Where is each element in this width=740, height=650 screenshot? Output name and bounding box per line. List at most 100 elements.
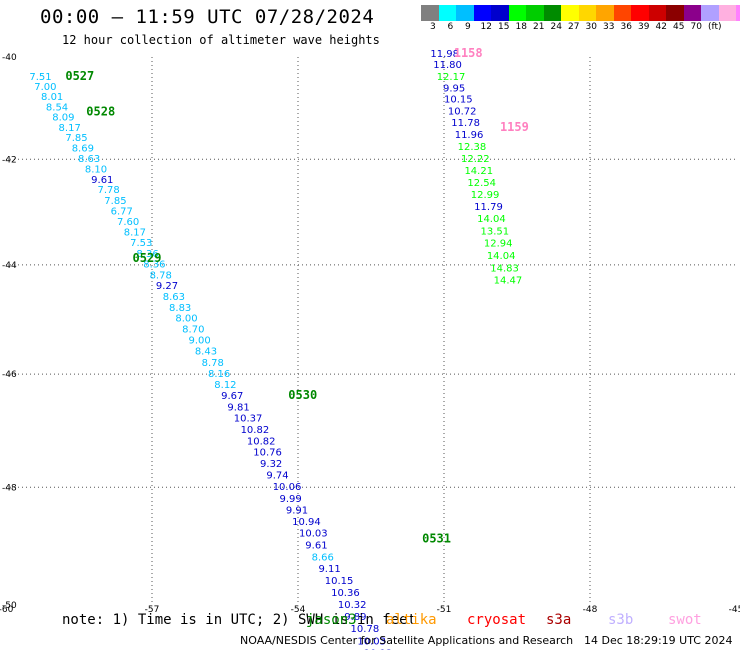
- wave-height-value: 9.89: [344, 612, 366, 623]
- lon-tick-label: -51: [437, 605, 452, 615]
- legend-swatch: [561, 5, 579, 21]
- wave-height-value: 10.72: [448, 106, 477, 117]
- wave-height-value: 11.80: [433, 60, 462, 71]
- wave-height-value: 10.32: [338, 600, 367, 611]
- legend-label: 18: [515, 22, 527, 32]
- wave-height-value: 9.99: [280, 494, 302, 505]
- wave-height-value: 10.36: [331, 588, 360, 599]
- satellite-name-altika: altika: [386, 612, 437, 628]
- legend-label: 12: [480, 22, 492, 32]
- wave-height-value: 12.22: [461, 154, 490, 165]
- pass-time-label: 0527: [65, 69, 94, 83]
- wave-height-value: 8.83: [169, 303, 191, 314]
- color-legend: [421, 5, 740, 21]
- wave-height-value: 10.76: [253, 448, 282, 459]
- pass-time-label: 0528: [86, 104, 115, 118]
- legend-swatch: [718, 5, 736, 21]
- wave-height-value: 8.09: [52, 113, 74, 124]
- legend-swatch: [701, 5, 719, 21]
- wave-height-value: 8.66: [312, 552, 334, 563]
- wave-height-value: 8.00: [175, 314, 197, 325]
- pass-time-label: 1159: [500, 120, 529, 134]
- wave-height-value: 7.85: [104, 196, 126, 207]
- wave-height-value: 10.37: [234, 414, 263, 425]
- legend-label: 39: [638, 22, 650, 32]
- wave-height-value: 11.98: [430, 49, 459, 60]
- wave-height-value: 8.17: [59, 123, 81, 134]
- wave-height-value: 8.69: [72, 144, 94, 155]
- wave-height-value: 9.81: [227, 402, 249, 413]
- wave-height-value: 10.78: [351, 624, 380, 635]
- legend-swatch: [456, 5, 474, 21]
- wave-height-value: 7.85: [65, 133, 87, 144]
- wave-height-value: 9.32: [260, 459, 282, 470]
- wave-height-value: 8.36: [143, 260, 165, 271]
- wave-height-value: 7.60: [117, 217, 139, 228]
- satellite-name-s3a: s3a: [546, 612, 572, 628]
- wave-height-value: 8.63: [78, 154, 100, 165]
- wave-height-value: 8.78: [202, 358, 224, 369]
- legend-swatch: [438, 5, 456, 21]
- pass-time-label: 0529: [133, 251, 162, 265]
- lon-tick-label: -60: [0, 605, 14, 615]
- wave-height-value: 12.94: [484, 239, 513, 250]
- wave-height-value: 8.43: [195, 347, 217, 358]
- wave-height-value: 9.74: [266, 471, 288, 482]
- satellite-name-cryosat: cryosat: [467, 612, 527, 628]
- legend-label: 9: [465, 22, 471, 32]
- wave-height-value: 10.12: [364, 649, 393, 650]
- wave-height-value: 9.67: [221, 391, 243, 402]
- legend-label: 70: [690, 22, 702, 32]
- legend-swatch: [648, 5, 666, 21]
- legend-swatch: [473, 5, 491, 21]
- wave-height-value: 11.96: [455, 130, 484, 141]
- wave-height-value: 14.21: [464, 166, 493, 177]
- legend-swatch: [666, 5, 684, 21]
- wave-height-value: 10.15: [325, 576, 354, 587]
- wave-height-value: 13.51: [481, 226, 510, 237]
- wave-height-value: 12.99: [471, 190, 500, 201]
- legend-swatch: [491, 5, 509, 21]
- satellite-name-jason3: jason3: [306, 612, 357, 628]
- lat-tick-label: -40: [2, 53, 17, 63]
- lat-tick-label: -50: [2, 601, 17, 611]
- legend-label: 27: [568, 22, 580, 32]
- wave-height-value: 12.17: [437, 72, 466, 83]
- wave-height-value: 8.10: [85, 164, 107, 175]
- legend-swatch: [526, 5, 544, 21]
- wave-height-value: 9.11: [318, 564, 340, 575]
- wave-height-value: 10.94: [292, 517, 321, 528]
- legend-label: 3: [430, 22, 436, 32]
- wave-height-value: 6.77: [111, 206, 133, 217]
- wave-height-value: 10.82: [247, 436, 276, 447]
- pass-time-label: 0531: [422, 532, 451, 546]
- legend-label: 6: [447, 22, 454, 32]
- legend-swatch: [631, 5, 649, 21]
- credit-text: NOAA/NESDIS Center for Satellite Applica…: [240, 634, 574, 647]
- wave-height-value: 14.04: [487, 251, 516, 262]
- legend-label: 36: [620, 22, 632, 32]
- lon-tick-label: -54: [291, 605, 306, 615]
- legend-swatch: [596, 5, 614, 21]
- satellite-name-swot: swot: [668, 612, 702, 628]
- wave-height-value: 10.03: [357, 636, 386, 647]
- pass-time-label: 1158: [454, 46, 483, 60]
- legend-swatch: [613, 5, 631, 21]
- lon-tick-label: -48: [583, 605, 598, 615]
- legend-label: 30: [585, 22, 597, 32]
- wave-height-value: 9.61: [91, 175, 113, 186]
- wave-height-value: 14.83: [490, 263, 519, 274]
- legend-label: 33: [603, 22, 615, 32]
- wave-height-value: 8.54: [46, 102, 68, 113]
- lon-tick-label: -45: [729, 605, 740, 615]
- legend-swatch: [736, 5, 740, 21]
- wave-height-value: 8.17: [124, 228, 146, 239]
- color-legend-labels: 3 6 9 12 15 18 21 24 27 30 33 36 39 42 45 70 (ft): [421, 22, 740, 34]
- wave-height-value: 7.51: [29, 72, 51, 83]
- legend-label: 42: [655, 22, 667, 32]
- wave-height-value: 10.06: [273, 482, 302, 493]
- lat-tick-label: -42: [2, 155, 17, 165]
- wave-height-value: 8.78: [150, 270, 172, 281]
- legend-swatch: [543, 5, 561, 21]
